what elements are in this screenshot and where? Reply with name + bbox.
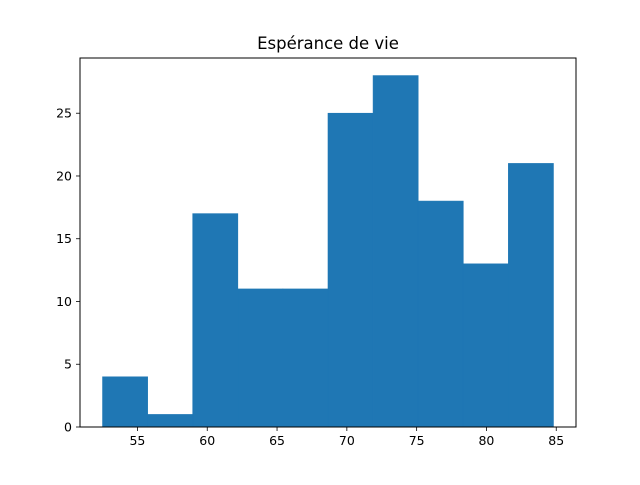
histogram-bar [282, 288, 329, 428]
y-tick-label: 25 [56, 106, 72, 121]
histogram-bar [102, 376, 148, 428]
histogram-bar [147, 414, 194, 428]
histogram-bar [327, 112, 374, 428]
x-tick-label: 60 [199, 433, 215, 448]
histogram-bar [508, 163, 554, 428]
histogram-bar [462, 263, 509, 428]
y-tick-label: 5 [64, 357, 72, 372]
x-tick-label: 65 [269, 433, 285, 448]
y-tick-label: 20 [56, 168, 72, 183]
y-axis: 0 5 10 15 20 25 [56, 106, 80, 435]
y-tick-label: 15 [56, 231, 72, 246]
histogram-bar [372, 75, 419, 428]
x-tick-label: 80 [478, 433, 494, 448]
x-tick-label: 55 [129, 433, 145, 448]
histogram-bar [192, 213, 239, 428]
bars [102, 75, 554, 428]
x-tick-label: 70 [339, 433, 355, 448]
y-tick-label: 10 [56, 294, 72, 309]
histogram-bar [237, 288, 284, 428]
chart-title: Espérance de vie [257, 34, 399, 53]
y-tick-label: 0 [64, 420, 72, 435]
plot-frame [79, 57, 577, 428]
x-tick-label: 75 [409, 433, 425, 448]
x-tick-label: 85 [548, 433, 564, 448]
histogram-bar [417, 200, 464, 428]
x-axis: 55 60 65 70 75 80 85 [129, 427, 564, 448]
